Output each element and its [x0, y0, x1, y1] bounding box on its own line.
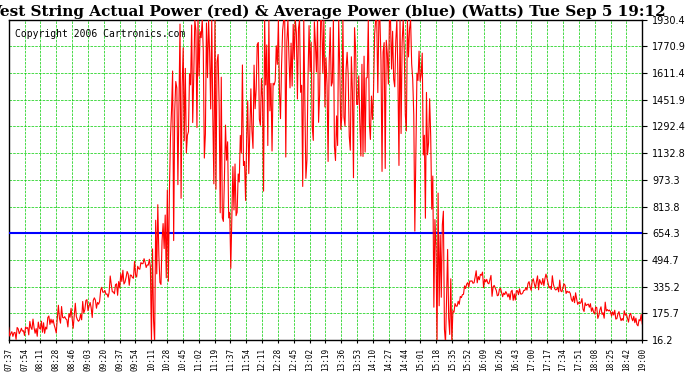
Title: West String Actual Power (red) & Average Power (blue) (Watts) Tue Sep 5 19:12: West String Actual Power (red) & Average… [0, 4, 667, 18]
Text: Copyright 2006 Cartronics.com: Copyright 2006 Cartronics.com [15, 29, 186, 39]
